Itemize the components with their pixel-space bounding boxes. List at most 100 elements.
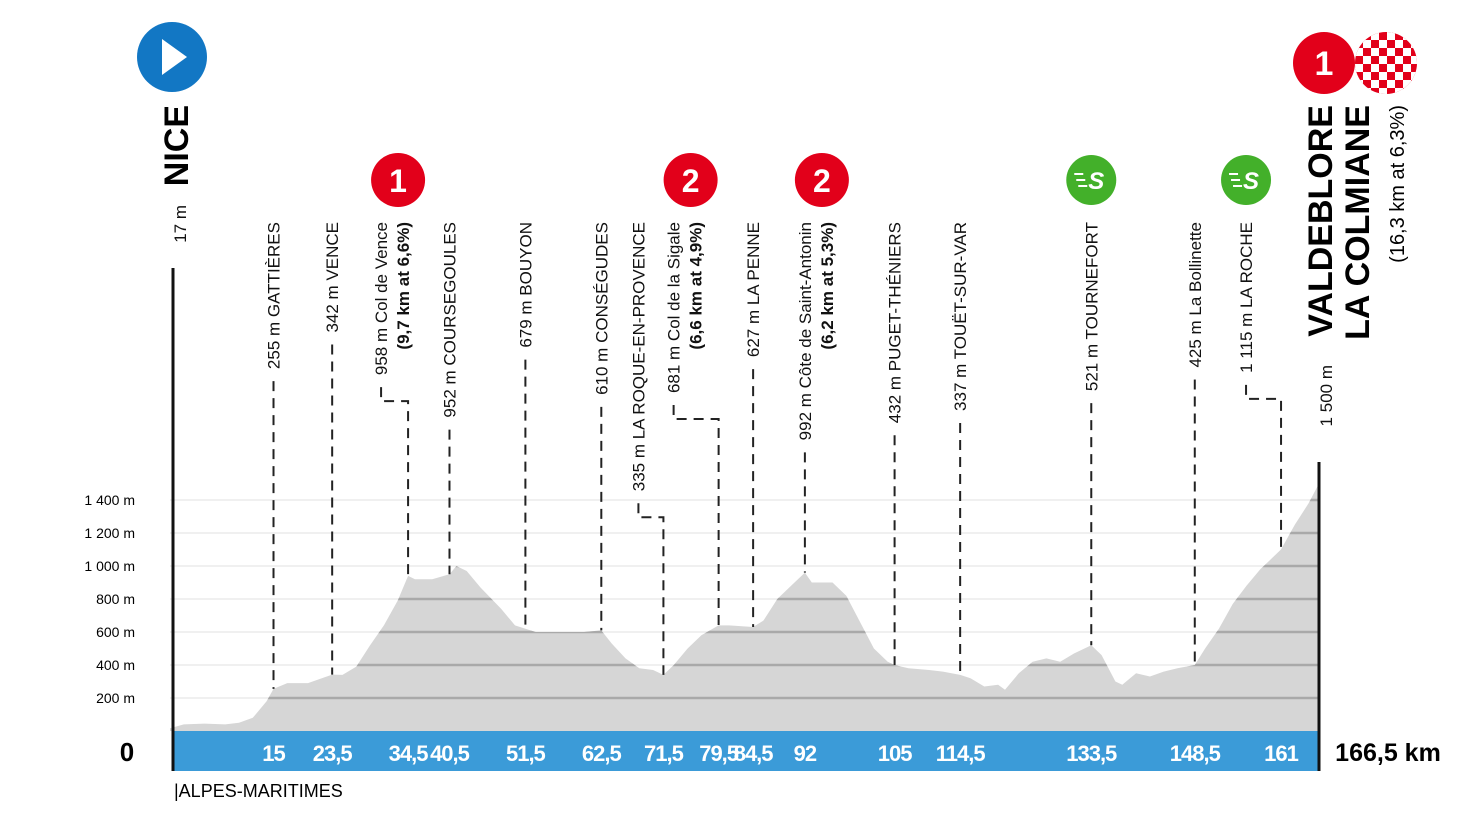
badge-text: 2 [813,163,831,199]
check [1363,40,1371,48]
check [1387,64,1395,72]
check [1387,32,1395,40]
waypoint-label: 255 m GATTIÈRES [265,222,284,369]
waypoint-detail: (9,7 km at 6,6%) [394,222,413,350]
check [1395,88,1403,94]
region: |ALPES-MARITIMES [174,781,343,801]
x-tick-label: 166,5 km [1335,739,1441,767]
waypoint-label: 952 m COURSEGOULES [440,222,459,418]
check [1379,40,1387,48]
km-label: 34,5 [389,741,429,766]
check [1355,32,1363,40]
waypoint-line [672,405,720,626]
check [1379,56,1387,64]
finish-detail: (16,3 km at 6,3%) [1387,105,1409,263]
badge [1066,155,1117,205]
badge-text: S [1088,168,1104,195]
waypoint-line [1245,384,1283,550]
km-label: 92 [794,741,817,766]
check [1395,72,1403,80]
km-label: 40,5 [430,741,470,766]
waypoint-label: 679 m BOUYON [516,222,535,348]
badge-text: S [1243,168,1259,195]
check [1395,56,1403,64]
finish-name: VALDEBLORE [1302,105,1340,337]
km-label: 161 [1264,741,1298,766]
waypoint-detail: (6,2 km at 5,3%) [818,222,837,350]
badge-text: 2 [682,163,700,199]
check [1371,80,1379,88]
checkered [1355,32,1417,94]
y-tick-label: 1 400 m [84,492,135,508]
check [1411,56,1417,64]
y-tick-label: 1 000 m [84,558,135,574]
km-label: 105 [878,741,912,766]
check [1363,88,1371,94]
check [1387,48,1395,56]
y-tick-label: 800 m [96,591,135,607]
km-label: 84,5 [734,741,774,766]
check [1387,80,1395,88]
km-label: 148,5 [1170,741,1221,766]
waypoint-label: 610 m CONSÉGUDES [592,222,611,395]
check [1403,80,1411,88]
km-label: 71,5 [644,741,684,766]
km-label: 62,5 [582,741,622,766]
profile [170,483,1319,731]
check [1411,88,1417,94]
km-label: 23,5 [313,741,353,766]
check [1355,64,1363,72]
check [1379,72,1387,80]
check [1371,48,1379,56]
km-label: 79,5 [699,741,739,766]
waypoint-label: 521 m TOURNEFORT [1082,222,1101,391]
waypoint-label: 958 m Col de Vence [372,222,391,375]
waypoint-label: 681 m Col de la Sigale [665,222,684,393]
check [1371,64,1379,72]
x-tick-label: 0 [120,737,134,767]
y-tick-label: 200 m [96,690,135,706]
check [1395,40,1403,48]
waypoint-label: 992 m Côte de Saint-Antonin [796,222,815,440]
check [1355,48,1363,56]
km-label: 114,5 [936,741,986,766]
badge-text: 1 [389,163,407,199]
check [1403,64,1411,72]
km-label: 133,5 [1066,741,1117,766]
check [1363,56,1371,64]
badge [1221,155,1272,205]
waypoint-label: 337 m TOUËT-SUR-VAR [951,222,970,411]
waypoint-label: 342 m VENCE [323,222,342,333]
y-tick-label: 400 m [96,657,135,673]
check [1379,88,1387,94]
badge [371,153,426,207]
finish-badge-text: 1 [1315,45,1334,83]
start-arrow [162,39,187,75]
badge [794,153,849,207]
waypoint-label: 432 m PUGET-THÉNIERS [886,222,905,423]
check [1363,72,1371,80]
check [1355,80,1363,88]
start-altitude: 17 m [171,205,190,243]
waypoint-label: 335 m LA ROQUE-EN-PROVENCE [629,222,648,491]
finish-name: LA COLMIANE [1339,105,1377,340]
km-label: 15 [262,741,285,766]
badge [663,153,718,207]
waypoint-line [380,387,410,576]
finish-altitude: 1 500 m [1317,365,1336,426]
check [1411,40,1417,48]
waypoint-label: 627 m LA PENNE [744,222,763,357]
check [1371,32,1379,40]
waypoint-detail: (6,6 km at 4,9%) [687,222,706,350]
waypoint-label: 1 115 m LA ROCHE [1237,222,1256,373]
check [1403,48,1411,56]
y-tick-label: 600 m [96,624,135,640]
check [1411,72,1417,80]
km-bar [172,731,1319,771]
km-label: 51,5 [506,741,546,766]
check [1403,32,1411,40]
y-tick-label: 1 200 m [84,525,135,541]
start-name: NICE [158,105,196,186]
waypoint-line [637,503,665,675]
